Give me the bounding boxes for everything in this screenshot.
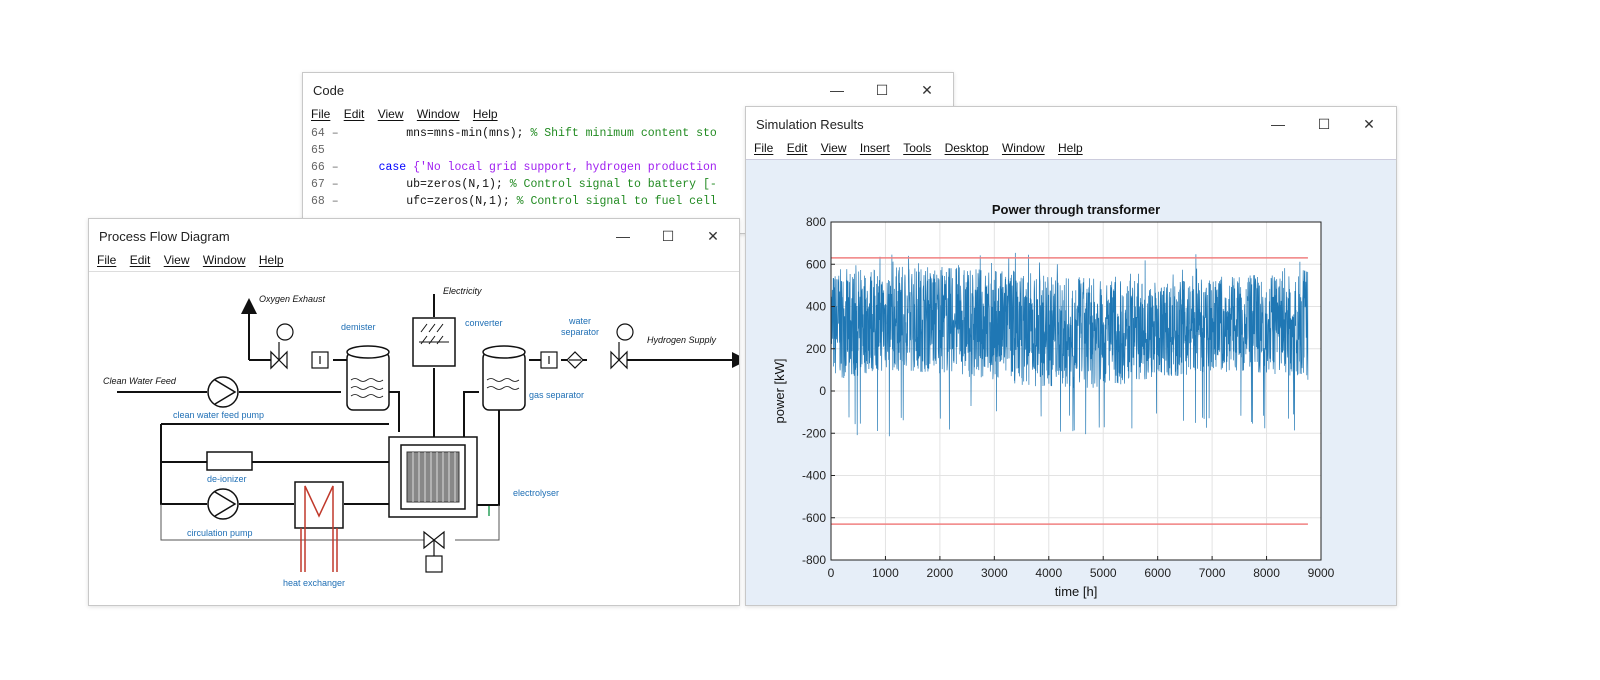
code-menu-window[interactable]: Window (416, 107, 460, 121)
sim-titlebar[interactable]: Simulation Results — ☐ ✕ (746, 107, 1396, 141)
code-editor[interactable]: 64 – mns=mns-min(mns); % Shift minimum c… (303, 123, 953, 233)
code-line[interactable]: 65 (303, 142, 351, 159)
x-tick-label: 1000 (872, 566, 899, 580)
code-menu-edit[interactable]: Edit (343, 107, 365, 121)
y-tick-label: 600 (806, 257, 826, 271)
figure-area: 0 1000 2000 3000 4000 5000 6000 7000 8000 9000 -80… (746, 159, 1396, 605)
pfd-maximize-button[interactable]: ☐ (661, 228, 675, 244)
code-token: mns=mns-min(mns); (351, 127, 531, 140)
label-clean-water-feed: Clean Water Feed (103, 376, 176, 386)
sim-menu-window[interactable]: Window (1001, 141, 1045, 155)
y-tick-label: -800 (802, 553, 826, 567)
label-de-ionizer: de-ionizer (207, 474, 247, 484)
x-tick-label: 8000 (1253, 566, 1280, 580)
code-line[interactable]: 68 – ufc=zeros(N,1); % Control signal to… (303, 193, 717, 210)
code-menubar: File Edit View Window Help (303, 107, 953, 127)
x-tick-label: 0 (828, 566, 835, 580)
x-axis-label: time [h] (1055, 584, 1098, 599)
code-menu-help[interactable]: Help (472, 107, 498, 121)
x-tick-label: 9000 (1308, 566, 1335, 580)
pfd-minimize-button[interactable]: — (616, 228, 630, 244)
y-tick-label: 200 (806, 342, 826, 356)
pfd-menubar: File Edit View Window Help (89, 253, 739, 273)
label-heat-exchanger: heat exchanger (283, 578, 346, 588)
x-tick-label: 5000 (1090, 566, 1117, 580)
sim-menu-tools[interactable]: Tools (903, 141, 932, 155)
x-tick-label: 2000 (927, 566, 954, 580)
sim-menu-desktop[interactable]: Desktop (944, 141, 989, 155)
line-number: 68 – (311, 195, 339, 208)
pfd-menu-edit[interactable]: Edit (129, 253, 151, 267)
pfd-close-button[interactable]: ✕ (707, 228, 719, 244)
x-tick-label: 6000 (1144, 566, 1171, 580)
x-tick-label: 3000 (981, 566, 1008, 580)
code-token: % Control signal to battery [- (509, 178, 717, 191)
pfd-window-title: Process Flow Diagram (99, 229, 230, 244)
sim-close-button[interactable]: ✕ (1363, 116, 1375, 132)
code-token: ub=zeros(N,1); (351, 178, 510, 191)
pfd-titlebar[interactable]: Process Flow Diagram — ☐ ✕ (89, 219, 739, 253)
pfd-drawing (117, 294, 739, 573)
sim-menu-insert[interactable]: Insert (859, 141, 890, 155)
y-axis-label: power [kW] (772, 358, 787, 423)
code-line[interactable]: 64 – mns=mns-min(mns); % Shift minimum c… (303, 125, 717, 142)
simulation-results-window: Simulation Results — ☐ ✕ File Edit View … (745, 106, 1397, 606)
label-gas-separator: gas separator (529, 390, 585, 400)
pfd-menu-file[interactable]: File (97, 253, 117, 267)
code-maximize-button[interactable]: ☐ (875, 82, 889, 98)
series-power-line (830, 252, 1309, 437)
code-token: % Shift minimum content sto (530, 127, 717, 140)
label-clean-water-feed-pump: clean water feed pump (173, 410, 265, 420)
sim-maximize-button[interactable]: ☐ (1317, 116, 1331, 132)
pfd-menu-window[interactable]: Window (202, 253, 246, 267)
pfd-canvas: Oxygen Exhaust Electricity demister conv… (89, 271, 739, 605)
pfd-menu-view[interactable]: View (163, 253, 190, 267)
y-tick-label: 400 (806, 300, 826, 314)
line-number: 64 – (311, 127, 339, 140)
sim-menubar: File Edit View Insert Tools Desktop Wind… (746, 141, 1396, 161)
label-demister: demister (341, 322, 376, 332)
code-token: case (351, 161, 414, 174)
line-number: 66 – (311, 161, 339, 174)
code-titlebar[interactable]: Code — ☐ ✕ (303, 73, 953, 107)
x-tick-label: 7000 (1199, 566, 1226, 580)
code-token: % Control signal to fuel cell (516, 195, 717, 208)
code-menu-file[interactable]: File (311, 107, 331, 121)
code-close-button[interactable]: ✕ (921, 82, 933, 98)
code-token: {'No local grid support, hydrogen produc… (413, 161, 717, 174)
y-tick-label: -200 (802, 426, 826, 440)
code-minimize-button[interactable]: — (830, 82, 844, 98)
process-flow-diagram-window: Process Flow Diagram — ☐ ✕ File Edit Vie… (88, 218, 740, 606)
y-tick-label: -400 (802, 469, 826, 483)
label-electricity: Electricity (443, 286, 482, 296)
sim-menu-help[interactable]: Help (1057, 141, 1083, 155)
line-number: 65 (311, 144, 325, 157)
label-circulation-pump: circulation pump (187, 528, 253, 538)
line-number: 67 – (311, 178, 339, 191)
pfd-menu-help[interactable]: Help (258, 253, 284, 267)
code-line[interactable]: 66 – case {'No local grid support, hydro… (303, 159, 717, 176)
code-token: ufc=zeros(N,1); (351, 195, 517, 208)
sim-menu-file[interactable]: File (754, 141, 774, 155)
sim-window-title: Simulation Results (756, 117, 864, 132)
x-tick-label: 4000 (1035, 566, 1062, 580)
y-tick-label: -600 (802, 511, 826, 525)
power-chart: 0 1000 2000 3000 4000 5000 6000 7000 8000 9000-80… (772, 202, 1335, 599)
y-tick-label: 800 (806, 215, 826, 229)
code-line[interactable]: 67 – ub=zeros(N,1); % Control signal to … (303, 176, 717, 193)
code-menu-view[interactable]: View (377, 107, 404, 121)
sim-minimize-button[interactable]: — (1271, 116, 1285, 132)
label-oxygen-exhaust: Oxygen Exhaust (259, 294, 326, 304)
label-water-separator: water separator (560, 316, 600, 337)
sim-menu-edit[interactable]: Edit (786, 141, 808, 155)
y-tick-label: 0 (819, 384, 826, 398)
label-hydrogen-supply: Hydrogen Supply (647, 335, 717, 345)
label-electrolyser: electrolyser (513, 488, 560, 498)
code-window-title: Code (313, 83, 345, 98)
chart-title: Power through transformer (992, 202, 1160, 217)
label-converter: converter (465, 318, 503, 328)
sim-menu-view[interactable]: View (820, 141, 847, 155)
